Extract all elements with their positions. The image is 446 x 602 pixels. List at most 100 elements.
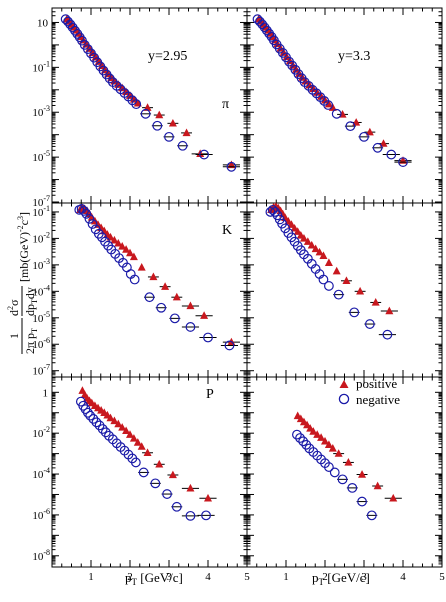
data-point-negative xyxy=(162,489,172,499)
data-point-negative xyxy=(152,120,163,131)
data-point-positive xyxy=(126,91,134,99)
data-point-negative xyxy=(82,407,93,418)
data-point-negative xyxy=(63,16,73,27)
data-point-positive xyxy=(110,235,119,244)
data-point-negative xyxy=(131,99,142,110)
data-point-positive xyxy=(118,241,127,250)
data-point-positive xyxy=(292,65,301,73)
data-point-positive xyxy=(172,292,181,301)
data-point-negative xyxy=(298,436,309,447)
data-point-negative xyxy=(144,292,155,303)
x-axis-label-right: pT [GeV/c] xyxy=(312,570,370,587)
data-point-positive xyxy=(313,430,322,438)
data-point-negative xyxy=(372,142,383,153)
data-point-positive xyxy=(356,286,365,295)
data-point-positive xyxy=(321,95,329,104)
data-point-negative xyxy=(129,274,140,285)
y-tick-label: 10-3 xyxy=(32,104,50,119)
legend-negative-label: negative xyxy=(356,392,400,407)
legend: positive negative xyxy=(338,376,400,407)
data-point-positive xyxy=(149,272,158,281)
data-point-negative xyxy=(292,429,302,440)
data-point-positive xyxy=(129,95,138,103)
data-point-positive xyxy=(129,434,138,442)
y-tick-label: 10-1 xyxy=(32,59,50,74)
data-point-positive xyxy=(389,493,398,502)
data-point-negative xyxy=(185,322,196,332)
data-point-positive xyxy=(137,442,146,450)
data-point-positive xyxy=(129,252,138,261)
data-point-positive xyxy=(332,266,341,275)
data-point-negative xyxy=(67,22,78,33)
data-point-positive xyxy=(309,84,318,93)
ylabel-numerator: d2σ xyxy=(6,299,21,316)
y-tick-label: 1 xyxy=(43,387,49,399)
data-point-negative xyxy=(97,424,108,434)
data-point-negative xyxy=(85,410,96,421)
panel-annotation: P xyxy=(206,387,214,402)
data-point-negative xyxy=(331,108,342,119)
data-point-negative xyxy=(156,302,167,313)
data-point-negative xyxy=(295,433,305,443)
data-point-negative xyxy=(347,482,358,493)
data-point-positive xyxy=(122,87,131,96)
y-tick-label: 10-4 xyxy=(32,283,50,298)
ylabel-frac-den: 2π pT xyxy=(23,328,39,354)
data-point-positive xyxy=(324,440,333,448)
x-tick-label: 5 xyxy=(439,571,445,583)
data-point-negative xyxy=(359,131,369,142)
x-tick-label: 3 xyxy=(166,571,172,583)
x-tick-label: 2 xyxy=(322,571,328,583)
data-point-positive xyxy=(186,483,195,492)
data-point-positive xyxy=(279,48,288,56)
data-point-negative xyxy=(345,121,356,132)
data-point-negative xyxy=(164,131,174,142)
x-tick-label: 5 xyxy=(244,571,250,583)
panel-P-y3.3: 1 2 3 4 5 xyxy=(246,376,445,583)
data-point-positive xyxy=(305,80,314,89)
y-tick-label: 10-4 xyxy=(32,466,50,481)
data-point-positive xyxy=(122,426,131,435)
data-point-negative xyxy=(130,457,141,468)
data-point-positive xyxy=(317,92,326,100)
panel-annotation: π xyxy=(222,97,229,112)
data-point-negative xyxy=(357,496,367,507)
y-tick-label: 10-7 xyxy=(32,194,50,209)
data-point-positive xyxy=(186,301,195,310)
data-point-positive xyxy=(204,493,212,502)
data-point-negative xyxy=(398,157,408,167)
data-point-negative xyxy=(171,501,182,512)
data-point-negative xyxy=(349,307,360,318)
data-point-negative xyxy=(100,427,111,438)
data-point-negative xyxy=(329,467,340,478)
y-tick-label: 10 xyxy=(37,17,49,29)
y-tick-label: 10-5 xyxy=(32,310,50,325)
data-point-positive xyxy=(324,258,333,266)
data-point-positive xyxy=(88,48,97,57)
data-point-positive xyxy=(324,99,333,108)
panel-P-y2.95: 1 10-2 10-4 10-6 10-8 1 2 3 4 5 P xyxy=(32,376,250,583)
data-point-negative xyxy=(201,510,211,521)
data-point-negative xyxy=(226,161,237,172)
data-point-positive xyxy=(114,80,123,88)
data-point-positive xyxy=(137,263,146,271)
data-point-negative xyxy=(264,28,275,39)
data-point-positive xyxy=(118,83,127,92)
y-tick-label: 10-2 xyxy=(32,425,50,440)
data-point-positive xyxy=(321,436,329,445)
x-tick-label: 1 xyxy=(283,571,289,583)
data-point-negative xyxy=(318,274,329,285)
data-point-positive xyxy=(313,88,322,96)
data-point-positive xyxy=(143,448,152,456)
data-point-positive xyxy=(317,433,326,441)
panel-frame xyxy=(246,376,443,568)
data-point-positive xyxy=(161,282,170,290)
data-point-positive xyxy=(114,419,123,428)
y-tick-label: 10-2 xyxy=(32,230,50,245)
legend-negative-marker xyxy=(338,393,350,405)
data-point-positive xyxy=(371,298,380,306)
data-point-negative xyxy=(382,329,393,340)
data-point-positive xyxy=(358,470,367,478)
data-point-positive xyxy=(110,416,119,425)
